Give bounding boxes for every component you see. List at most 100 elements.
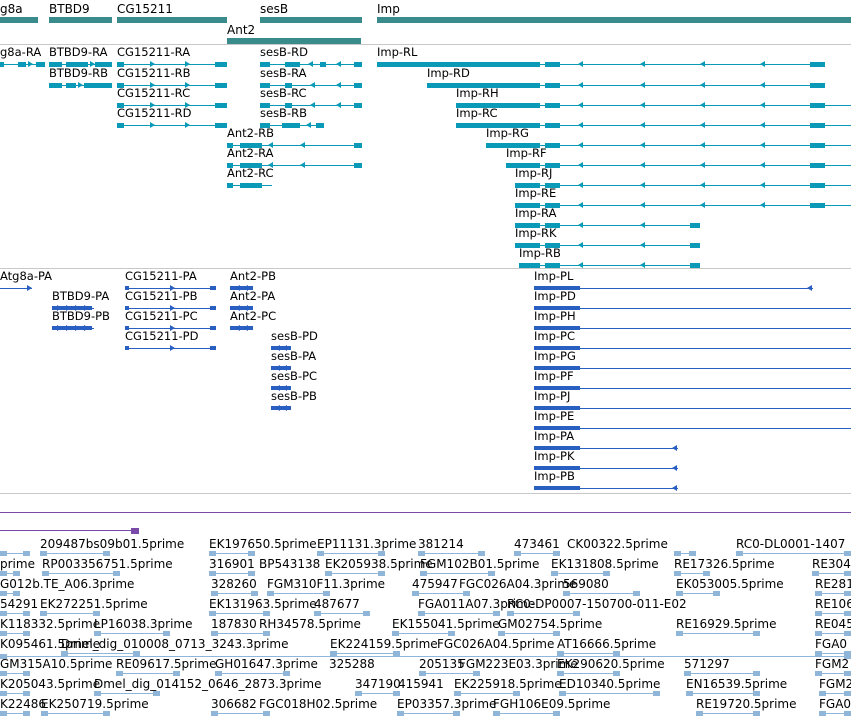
est-label[interactable]: 473461 <box>514 537 560 551</box>
est-label[interactable]: GM315A10.5prime <box>0 657 113 671</box>
est-label[interactable]: EK155041.5prime <box>392 617 500 631</box>
est-label[interactable]: RE09617.5prime <box>116 657 217 671</box>
gene-label[interactable]: g8a <box>0 2 23 16</box>
est-label[interactable]: RC0-DP0007-150700-011-E02 <box>507 597 687 611</box>
est-label[interactable]: RE045 <box>815 617 851 631</box>
transcript-label[interactable]: Imp-RD <box>427 66 470 80</box>
transcript-label[interactable]: CG15211-RB <box>117 66 191 80</box>
protein-label[interactable]: CG15211-PB <box>125 289 198 303</box>
est-label[interactable]: EK131963.5prime <box>209 597 317 611</box>
est-label[interactable]: EK272251.5prime <box>40 597 148 611</box>
protein-label[interactable]: Imp-PG <box>534 349 576 363</box>
est-label[interactable]: FGA011A07.3prime <box>418 597 536 611</box>
est-label[interactable]: FGA0 <box>819 697 851 711</box>
transcript-label[interactable]: BTBD9-RB <box>49 66 109 80</box>
protein-label[interactable]: Imp-PJ <box>534 389 571 403</box>
protein-label[interactable]: CG15211-PC <box>125 309 198 323</box>
est-label[interactable]: RE16929.5prime <box>676 617 777 631</box>
est-label[interactable]: FGC026A04.5prime <box>437 637 555 651</box>
gene-label[interactable]: Ant2 <box>227 23 256 37</box>
est-label[interactable]: 328260 <box>211 577 257 591</box>
transcript-label[interactable]: g8a-RA <box>0 45 42 59</box>
est-label[interactable]: FGM223E03.3prime <box>459 657 578 671</box>
est-label[interactable]: K205043.5prime <box>0 677 101 691</box>
est-label[interactable]: RH34578.5prime <box>259 617 361 631</box>
est-label[interactable]: EK224159.5prime <box>330 637 438 651</box>
transcript-label[interactable]: CG15211-RC <box>117 86 191 100</box>
transcript-label[interactable]: Imp-RF <box>506 146 547 160</box>
est-label[interactable]: K22486 <box>0 697 47 711</box>
est-label[interactable]: AT16666.5prime <box>557 637 657 651</box>
est-label[interactable]: FGM2 <box>819 677 851 691</box>
protein-label[interactable]: Atg8a-PA <box>0 269 53 283</box>
protein-label[interactable]: Imp-PD <box>534 289 576 303</box>
est-label[interactable]: EK290620.5prime <box>557 657 665 671</box>
est-label[interactable]: 571297 <box>684 657 730 671</box>
est-label[interactable]: 381214 <box>418 537 464 551</box>
protein-label[interactable]: BTBD9-PB <box>52 309 110 323</box>
protein-label[interactable]: Ant2-PB <box>230 269 276 283</box>
protein-label[interactable]: Imp-PC <box>534 329 576 343</box>
transcript-label[interactable]: Ant2-RA <box>227 146 274 160</box>
est-label[interactable]: ED10340.5prime <box>559 677 661 691</box>
est-label[interactable]: 209487bs09b01.5prime <box>40 537 185 551</box>
protein-label[interactable]: CG15211-PD <box>125 329 199 343</box>
est-label[interactable]: EK197650.5prime <box>209 537 317 551</box>
est-label[interactable]: G012b.TE_A06.3prime <box>0 577 135 591</box>
protein-label[interactable]: sesB-PC <box>271 369 318 383</box>
est-label[interactable]: FGM2 <box>815 657 850 671</box>
est-label[interactable]: 475947 <box>412 577 458 591</box>
protein-label[interactable]: Imp-PE <box>534 409 575 423</box>
est-label[interactable]: EK225918.5prime <box>454 677 562 691</box>
gene-label[interactable]: CG15211 <box>117 2 173 16</box>
transcript-label[interactable]: sesB-RD <box>260 45 308 59</box>
est-label[interactable]: prime <box>0 557 35 571</box>
gene-label[interactable]: Imp <box>377 2 400 16</box>
transcript-label[interactable]: Imp-RE <box>515 186 557 200</box>
transcript-label[interactable]: CG15211-RD <box>117 106 192 120</box>
est-label[interactable]: GH01647.3prime <box>215 657 318 671</box>
gene-label[interactable]: BTBD9 <box>49 2 90 16</box>
transcript-label[interactable]: Imp-RK <box>515 226 557 240</box>
transcript-label[interactable]: sesB-RB <box>260 106 307 120</box>
transcript-label[interactable]: Ant2-RB <box>227 126 275 140</box>
est-label[interactable]: 487677 <box>314 597 360 611</box>
est-label[interactable]: RE106 <box>815 597 851 611</box>
est-label[interactable]: FGM102B01.5prime <box>420 557 540 571</box>
protein-label[interactable]: Ant2-PC <box>230 309 277 323</box>
est-label[interactable]: Dmel_dig_010008_0713_3243.3prime <box>61 637 289 651</box>
est-label[interactable]: RC0-DL0001-1407 <box>736 537 846 551</box>
est-label[interactable]: EK250719.5prime <box>41 697 149 711</box>
transcript-label[interactable]: sesB-RA <box>260 66 307 80</box>
transcript-label[interactable]: Imp-RL <box>377 45 418 59</box>
protein-label[interactable]: Imp-PF <box>534 369 574 383</box>
est-label[interactable]: EK205938.5prime <box>325 557 433 571</box>
transcript-label[interactable]: BTBD9-RA <box>49 45 108 59</box>
est-label[interactable]: FGC018H02.5prime <box>259 697 378 711</box>
transcript-label[interactable]: Imp-RG <box>486 126 529 140</box>
protein-label[interactable]: BTBD9-PA <box>52 289 110 303</box>
est-label[interactable]: K118332.5prime <box>0 617 101 631</box>
est-label[interactable]: RE19720.5prime <box>696 697 797 711</box>
protein-label[interactable]: CG15211-PA <box>125 269 197 283</box>
est-label[interactable]: EK053005.5prime <box>676 577 784 591</box>
transcript-label[interactable]: CG15211-RA <box>117 45 191 59</box>
est-label[interactable]: 306682 <box>211 697 257 711</box>
transcript-label[interactable]: Ant2-RC <box>227 166 274 180</box>
est-label[interactable]: FGH106E09.5prime <box>493 697 611 711</box>
est-label[interactable]: EN16539.5prime <box>686 677 788 691</box>
est-label[interactable]: FGM310F11.3prime <box>267 577 386 591</box>
est-label[interactable]: RE304 <box>812 557 851 571</box>
transcript-label[interactable]: sesB-RC <box>260 86 307 100</box>
protein-label[interactable]: sesB-PA <box>271 349 317 363</box>
est-label[interactable]: 205135 <box>419 657 465 671</box>
est-label[interactable]: 54291 <box>0 597 39 611</box>
est-label[interactable]: EK131808.5prime <box>551 557 659 571</box>
est-label[interactable]: 347190 <box>355 677 401 691</box>
transcript-label[interactable]: Imp-RA <box>515 206 557 220</box>
protein-label[interactable]: Imp-PH <box>534 309 576 323</box>
est-label[interactable]: K095461.5prime <box>0 637 101 651</box>
est-label[interactable]: 325288 <box>329 657 375 671</box>
protein-label[interactable]: sesB-PB <box>271 389 317 403</box>
transcript-label[interactable]: Imp-RC <box>456 106 498 120</box>
